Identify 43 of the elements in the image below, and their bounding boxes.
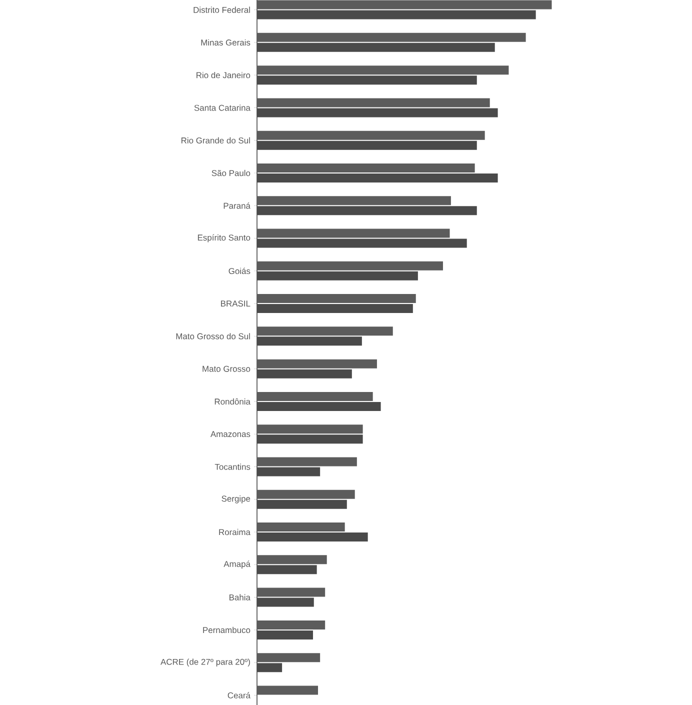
y-tick-label: Paraná [224, 202, 250, 209]
bar [257, 304, 413, 314]
y-tick-label: São Paulo [212, 170, 250, 176]
y-tick-label: Bahia [230, 594, 250, 600]
bar [257, 42, 495, 52]
bar [257, 369, 352, 378]
bar [257, 434, 363, 444]
y-tick-label: Rio Grande do Sul [182, 137, 250, 144]
y-tick-label: Goiás [228, 268, 250, 274]
y-tick-label: Mato Grosso do Sul [176, 333, 250, 340]
bar [257, 10, 536, 20]
y-tick-label: ACRE (de 27º para 20º) [160, 658, 250, 667]
bar [257, 271, 418, 280]
bar [257, 467, 320, 476]
bar [257, 336, 362, 346]
y-tick-label: Roraima [219, 528, 250, 536]
bar [257, 206, 477, 216]
bar [257, 140, 477, 150]
bar [257, 500, 347, 509]
y-tick-label: Amazonas [210, 431, 250, 438]
y-tick-label: Mato Grosso [202, 366, 250, 372]
y-tick-label: Santa Catarina [194, 104, 250, 111]
bar [257, 238, 467, 248]
y-tick-label: Amapá [224, 560, 250, 569]
bar [257, 630, 314, 640]
y-tick-label: Distrito Federal [194, 6, 250, 13]
bar [257, 108, 498, 118]
y-tick-label: BRASIL [221, 300, 250, 307]
y-tick-label: Tocantins [214, 464, 250, 470]
y-tick-label: Espírito Santo [198, 234, 250, 242]
bar [257, 663, 282, 672]
y-tick-label: Rondônia [214, 398, 250, 405]
y-tick-label: Minas Gerais [201, 39, 250, 46]
y-tick-label: Pernambuco [203, 626, 250, 634]
y-tick-label: Ceará [228, 692, 250, 698]
y-tick-label: Rio de Janeiro [196, 72, 250, 78]
bar [257, 76, 477, 85]
y-tick-label: Sergipe [222, 495, 250, 504]
bar [257, 532, 368, 542]
bar [257, 173, 498, 182]
bar [257, 565, 317, 574]
bar [257, 598, 314, 607]
bar [257, 402, 381, 411]
